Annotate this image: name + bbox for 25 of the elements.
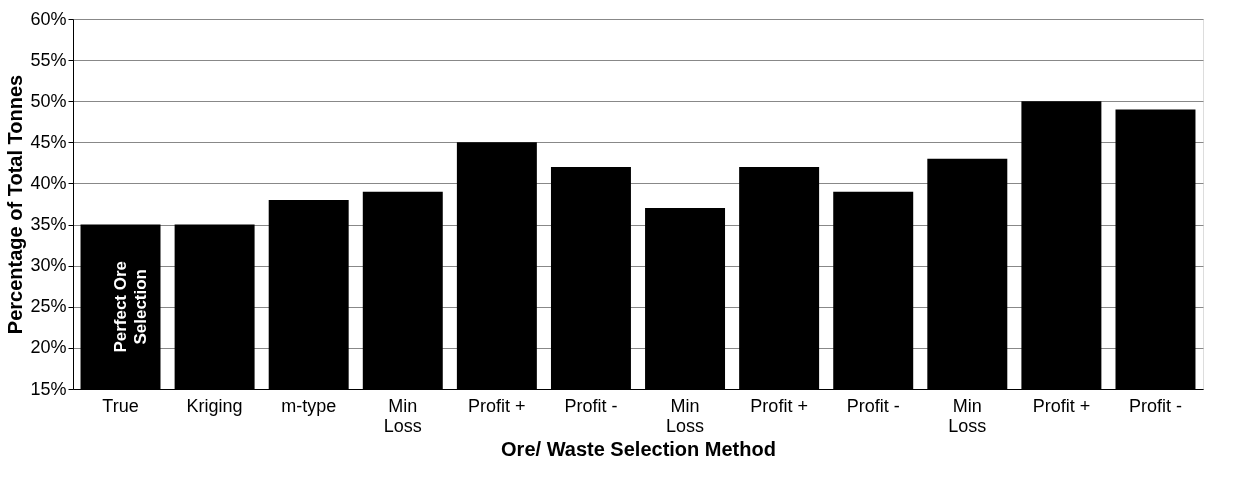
x-tick-label: Min Loss: [666, 395, 705, 436]
y-tick-label: 40%: [30, 172, 67, 193]
y-tick-label: 35%: [30, 214, 67, 235]
y-axis-title: Percentage of Total Tonnes: [4, 74, 27, 335]
y-tick-label: 50%: [30, 90, 67, 111]
annotation: Perfect Ore Selection: [110, 260, 150, 353]
x-tick-label: Profit -: [846, 395, 900, 416]
x-axis-title: Ore/ Waste Selection Method: [501, 437, 776, 460]
x-tick-label: True: [102, 395, 139, 416]
y-tick-label: 55%: [30, 49, 67, 70]
y-tick-label: 30%: [30, 255, 67, 276]
x-tick-label: Min Loss: [948, 395, 987, 436]
x-tick-label: Profit +: [1032, 395, 1091, 416]
x-tick-label: Profit +: [750, 395, 808, 416]
x-tick-label: m-type: [281, 395, 337, 416]
y-tick-label: 20%: [30, 337, 67, 358]
y-tick-label: 60%: [30, 8, 67, 29]
y-tick-label: 25%: [30, 296, 67, 317]
x-tick-label: Min Loss: [383, 395, 422, 436]
x-tick-label: Profit +: [468, 395, 526, 416]
y-tick-label: 45%: [30, 131, 67, 152]
x-tick-label: Profit -: [564, 395, 618, 416]
x-tick-label: Kriging: [186, 395, 243, 416]
y-tick-label: 15%: [30, 378, 67, 399]
x-tick-label: Profit -: [1128, 395, 1182, 416]
